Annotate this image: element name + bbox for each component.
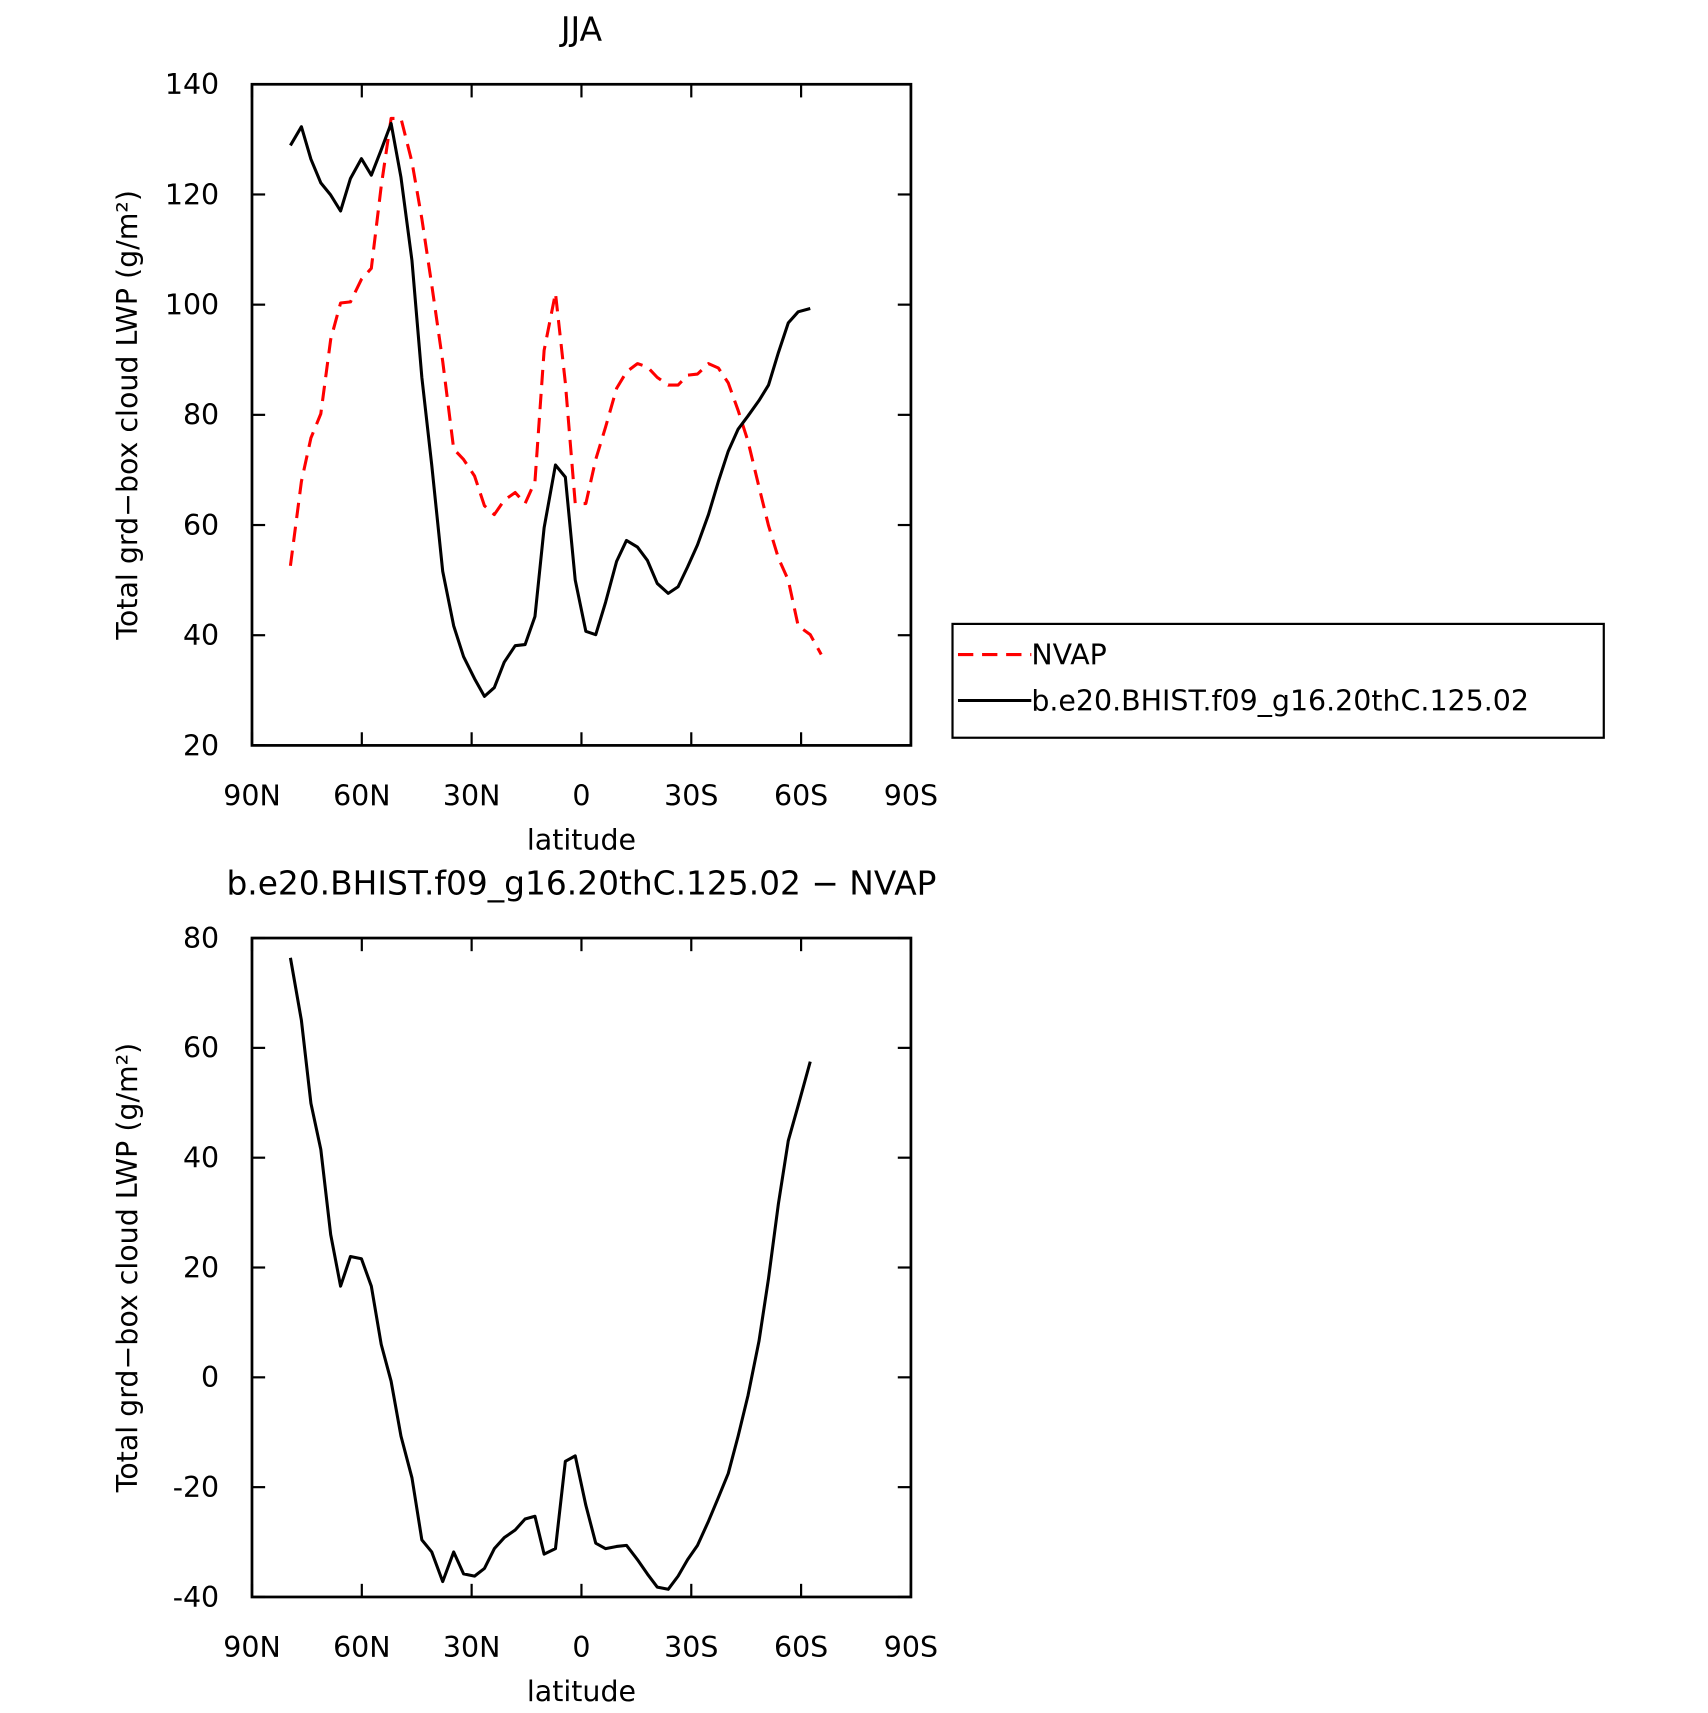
- x-tick-label: 60N: [333, 1631, 390, 1664]
- x-tick-label: 90S: [884, 780, 938, 813]
- x-tick-label: 90N: [223, 780, 280, 813]
- y-tick-label: 120: [165, 178, 219, 211]
- data-line: [289, 121, 811, 698]
- data-line: [288, 957, 812, 1591]
- chart-title: JJA: [559, 10, 603, 48]
- x-tick-label: 60N: [333, 780, 390, 813]
- y-tick-label: 40: [183, 1142, 219, 1175]
- y-tick-label: -20: [173, 1471, 219, 1504]
- y-axis-label: Total grd−box cloud LWP (g/m²): [111, 190, 144, 641]
- x-tick-label: 30N: [443, 780, 500, 813]
- y-tick-label: 80: [183, 399, 219, 432]
- x-tick-label: 30N: [443, 1631, 500, 1664]
- y-tick-label: 40: [183, 619, 219, 652]
- y-tick-label: 20: [183, 729, 219, 762]
- y-tick-label: 0: [201, 1361, 219, 1394]
- x-tick-label: 90N: [223, 1631, 280, 1664]
- legend-label: NVAP: [1031, 638, 1107, 671]
- legend-box: [951, 622, 1605, 739]
- y-tick-label: 80: [183, 922, 219, 955]
- x-tick-label: 30S: [664, 1631, 718, 1664]
- y-tick-label: 100: [165, 289, 219, 322]
- plot-frame: [250, 82, 913, 747]
- legend-label: b.e20.BHIST.f09_g16.20thC.125.02: [1031, 684, 1529, 717]
- y-tick-label: 140: [165, 68, 219, 101]
- x-tick-label: 30S: [664, 780, 718, 813]
- x-axis-label: latitude: [527, 823, 636, 856]
- x-tick-label: 60S: [774, 780, 828, 813]
- data-line: [288, 116, 823, 656]
- x-axis-label: latitude: [527, 1675, 636, 1708]
- y-tick-label: 60: [183, 1032, 219, 1065]
- plot-frame: [250, 936, 913, 1599]
- y-axis-label: Total grd−box cloud LWP (g/m²): [111, 1043, 144, 1494]
- y-tick-label: 20: [183, 1251, 219, 1284]
- x-tick-label: 60S: [774, 1631, 828, 1664]
- y-tick-label: 60: [183, 509, 219, 542]
- x-tick-label: 0: [572, 780, 590, 813]
- chart-title: b.e20.BHIST.f09_g16.20thC.125.02 − NVAP: [226, 864, 936, 902]
- x-tick-label: 90S: [884, 1631, 938, 1664]
- y-tick-label: -40: [173, 1581, 219, 1614]
- x-tick-label: 0: [572, 1631, 590, 1664]
